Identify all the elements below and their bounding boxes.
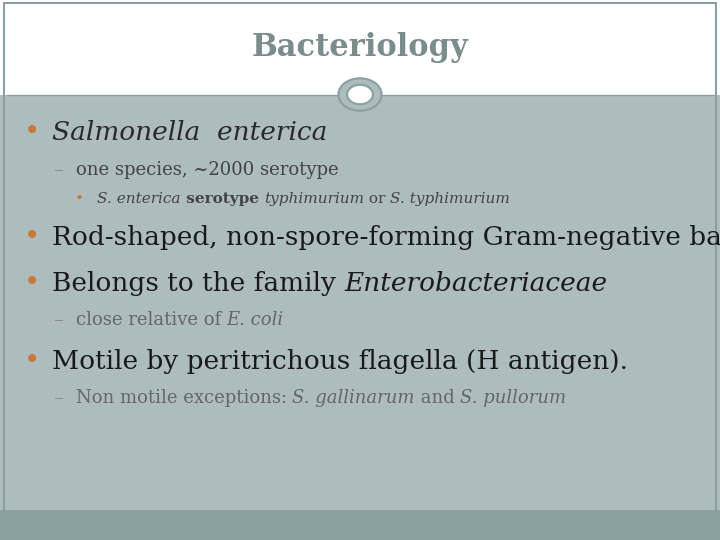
- FancyBboxPatch shape: [0, 510, 720, 540]
- Text: Bacteriology: Bacteriology: [251, 32, 469, 63]
- Text: S. gallinarum: S. gallinarum: [292, 389, 415, 407]
- Text: or: or: [364, 192, 390, 206]
- Text: S. pullorum: S. pullorum: [461, 389, 567, 407]
- Circle shape: [347, 85, 373, 104]
- Text: S. enterica: S. enterica: [97, 192, 181, 206]
- Text: typhimurium: typhimurium: [264, 192, 364, 206]
- FancyBboxPatch shape: [0, 94, 720, 510]
- Text: •: •: [75, 192, 84, 206]
- Text: •: •: [24, 224, 40, 251]
- Text: –: –: [53, 161, 63, 179]
- Text: •: •: [24, 119, 40, 146]
- Text: Belongs to the family: Belongs to the family: [52, 271, 344, 296]
- Text: –: –: [53, 310, 63, 329]
- Text: close relative of: close relative of: [76, 310, 227, 329]
- Text: serotype: serotype: [181, 192, 264, 206]
- Text: and: and: [415, 389, 461, 407]
- Text: Rod-shaped, non-spore-forming Gram-negative bacterium: Rod-shaped, non-spore-forming Gram-negat…: [52, 225, 720, 250]
- Text: •: •: [24, 270, 40, 297]
- Text: Salmonella  enterica: Salmonella enterica: [52, 120, 327, 145]
- Text: one species, ~2000 serotype: one species, ~2000 serotype: [76, 161, 338, 179]
- Text: E. coli: E. coli: [227, 310, 284, 329]
- Text: S. typhimurium: S. typhimurium: [390, 192, 510, 206]
- Text: Motile by peritrichous flagella (H antigen).: Motile by peritrichous flagella (H antig…: [52, 349, 628, 374]
- FancyBboxPatch shape: [0, 0, 720, 94]
- Text: –: –: [53, 389, 63, 407]
- Text: •: •: [24, 348, 40, 375]
- Text: Non motile exceptions:: Non motile exceptions:: [76, 389, 292, 407]
- Text: Enterobacteriaceae: Enterobacteriaceae: [344, 271, 607, 296]
- Circle shape: [338, 78, 382, 111]
